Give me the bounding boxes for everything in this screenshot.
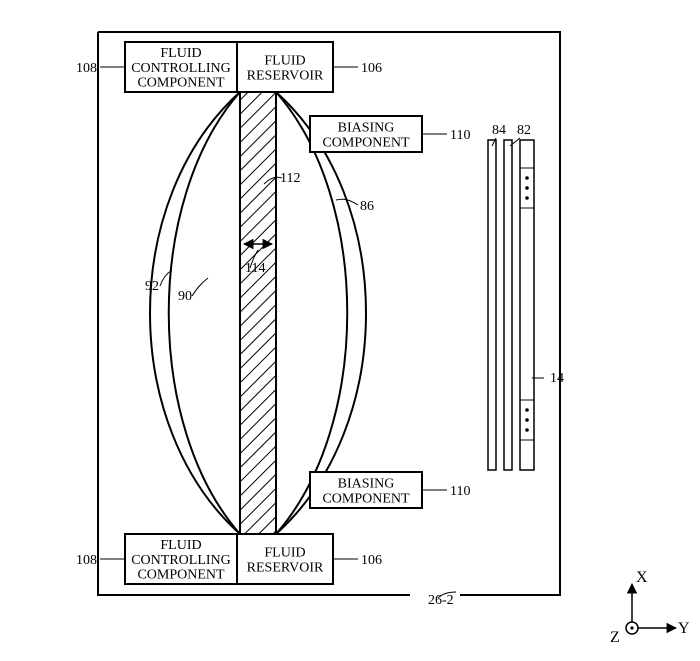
refnum-92: 92 <box>145 279 159 294</box>
rail-84 <box>488 140 496 470</box>
box-fluid_controlling_bot-line0: FLUID <box>160 538 201 553</box>
refnum-26-2: 26-2 <box>428 593 454 608</box>
box-fluid_reservoir_top-line0: FLUID <box>264 54 305 69</box>
refnum-114: 114 <box>245 261 265 276</box>
axis-y-label: Y <box>678 620 690 637</box>
membrane-86-outer <box>276 92 366 534</box>
ref-fluid_reservoir_bot: 106 <box>361 553 382 568</box>
box-biasing_top-line1: COMPONENT <box>322 135 410 150</box>
fluid-column <box>240 92 276 534</box>
ref-biasing_top: 110 <box>450 128 470 143</box>
membrane-86-inner <box>276 92 347 534</box>
axis-triad: X Y Z <box>610 569 690 646</box>
axis-z-label: Z <box>610 629 620 646</box>
box-fluid_reservoir_top-line1: RESERVOIR <box>247 68 324 83</box>
ref-biasing_bottom: 110 <box>450 484 470 499</box>
box-biasing_top-line0: BIASING <box>338 121 395 136</box>
leader-90 <box>192 278 208 296</box>
refnum-82: 82 <box>517 123 531 138</box>
axis-x-label: X <box>636 569 648 586</box>
membrane-90 <box>169 92 240 534</box>
box-fluid_reservoir_bot-line0: FLUID <box>264 546 305 561</box>
box-biasing_bottom-line1: COMPONENT <box>322 491 410 506</box>
refnum-14: 14 <box>550 371 564 386</box>
box-fluid_controlling_bot-line2: COMPONENT <box>137 568 225 583</box>
box-fluid_controlling_top-line2: COMPONENT <box>137 76 225 91</box>
box-biasing_bottom-line0: BIASING <box>338 477 395 492</box>
refnum-86: 86 <box>360 199 374 214</box>
ref-fluid_reservoir_top: 106 <box>361 61 382 76</box>
box-fluid_reservoir_bot-line1: RESERVOIR <box>247 560 324 575</box>
membrane-92 <box>150 92 240 534</box>
refnum-90: 90 <box>178 289 192 304</box>
ref-fluid_controlling_bot: 108 <box>76 553 97 568</box>
ref-fluid_controlling_top: 108 <box>76 61 97 76</box>
rail-82 <box>504 140 512 470</box>
box-fluid_controlling_top-line0: FLUID <box>160 46 201 61</box>
rail-group <box>488 140 544 470</box>
refnum-112: 112 <box>280 171 300 186</box>
box-fluid_controlling_top-line1: CONTROLLING <box>131 61 231 76</box>
refnum-84: 84 <box>492 123 506 138</box>
box-fluid_controlling_bot-line1: CONTROLLING <box>131 553 231 568</box>
